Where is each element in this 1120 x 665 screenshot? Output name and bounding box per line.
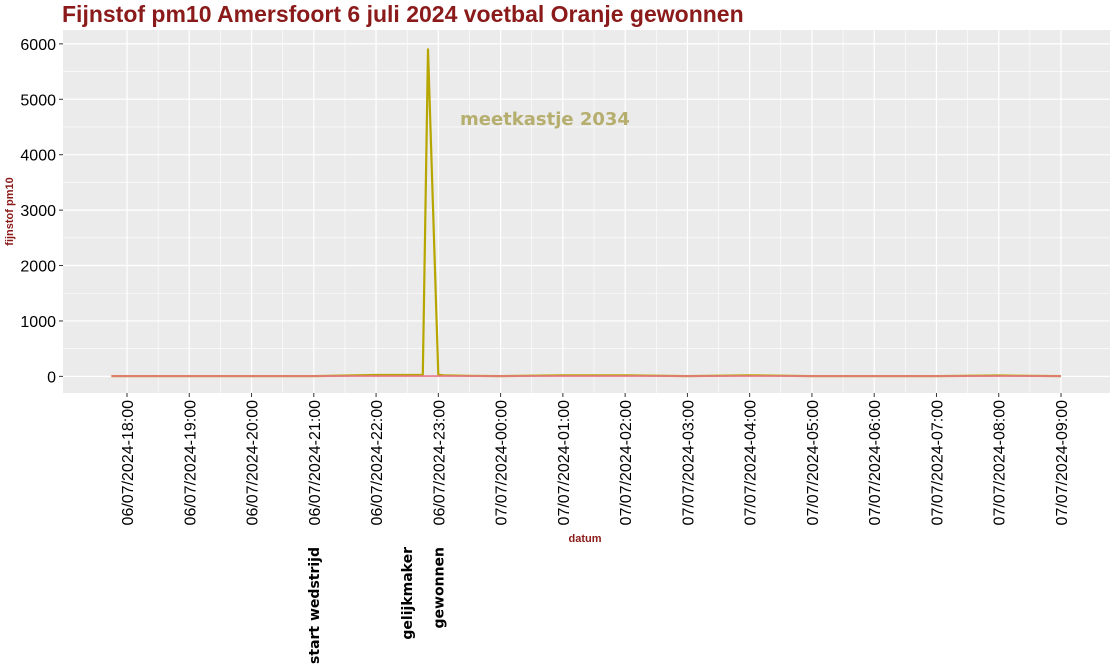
y-tick-label: 2000 <box>20 259 56 276</box>
x-tick-label: 07/07/2024-09:00 <box>1054 400 1071 526</box>
x-tick-label: 06/07/2024-19:00 <box>182 400 199 526</box>
event-annotations: start wedstrijd gelijkmaker gewonnen <box>307 547 448 664</box>
x-tick-label: 06/07/2024-21:00 <box>307 400 324 526</box>
y-tick-label: 5000 <box>20 92 56 109</box>
x-axis-title: datum <box>569 533 602 545</box>
y-tick-label: 4000 <box>20 148 56 165</box>
x-tick-label: 06/07/2024-23:00 <box>431 400 448 526</box>
event-annotation: gewonnen <box>431 547 447 628</box>
series-label: meetkastje 2034 <box>460 109 630 130</box>
x-tick-label: 07/07/2024-04:00 <box>743 400 760 526</box>
y-tick-label: 3000 <box>20 203 56 220</box>
x-tick-label: 07/07/2024-00:00 <box>494 400 511 526</box>
x-tick-label: 07/07/2024-05:00 <box>805 400 822 526</box>
y-tick-label: 6000 <box>20 37 56 54</box>
x-tick-label: 06/07/2024-18:00 <box>120 400 137 526</box>
x-tick-label: 06/07/2024-22:00 <box>369 400 386 526</box>
x-tick-label: 07/07/2024-01:00 <box>556 400 573 526</box>
x-tick-label: 07/07/2024-07:00 <box>929 400 946 526</box>
y-axis: 0 1000 2000 3000 4000 5000 6000 <box>20 37 63 386</box>
x-tick-label: 07/07/2024-03:00 <box>680 400 697 526</box>
chart-title: Fijnstof pm10 Amersfoort 6 juli 2024 voe… <box>62 1 744 27</box>
plot-background <box>63 30 1110 393</box>
x-tick-label: 07/07/2024-06:00 <box>867 400 884 526</box>
y-tick-label: 0 <box>47 369 56 386</box>
x-tick-label: 07/07/2024-02:00 <box>618 400 635 526</box>
x-tick-label: 07/07/2024-08:00 <box>992 400 1009 526</box>
x-axis: 06/07/2024-18:00 06/07/2024-19:00 06/07/20… <box>120 393 1071 525</box>
series-lines <box>111 48 1062 378</box>
y-tick-label: 1000 <box>20 314 56 331</box>
event-annotation: start wedstrijd <box>307 547 323 664</box>
x-tick-label: 06/07/2024-20:00 <box>245 400 262 526</box>
y-axis-title: fijnstof pm10 <box>4 177 16 245</box>
event-annotation: gelijkmaker <box>400 547 416 640</box>
